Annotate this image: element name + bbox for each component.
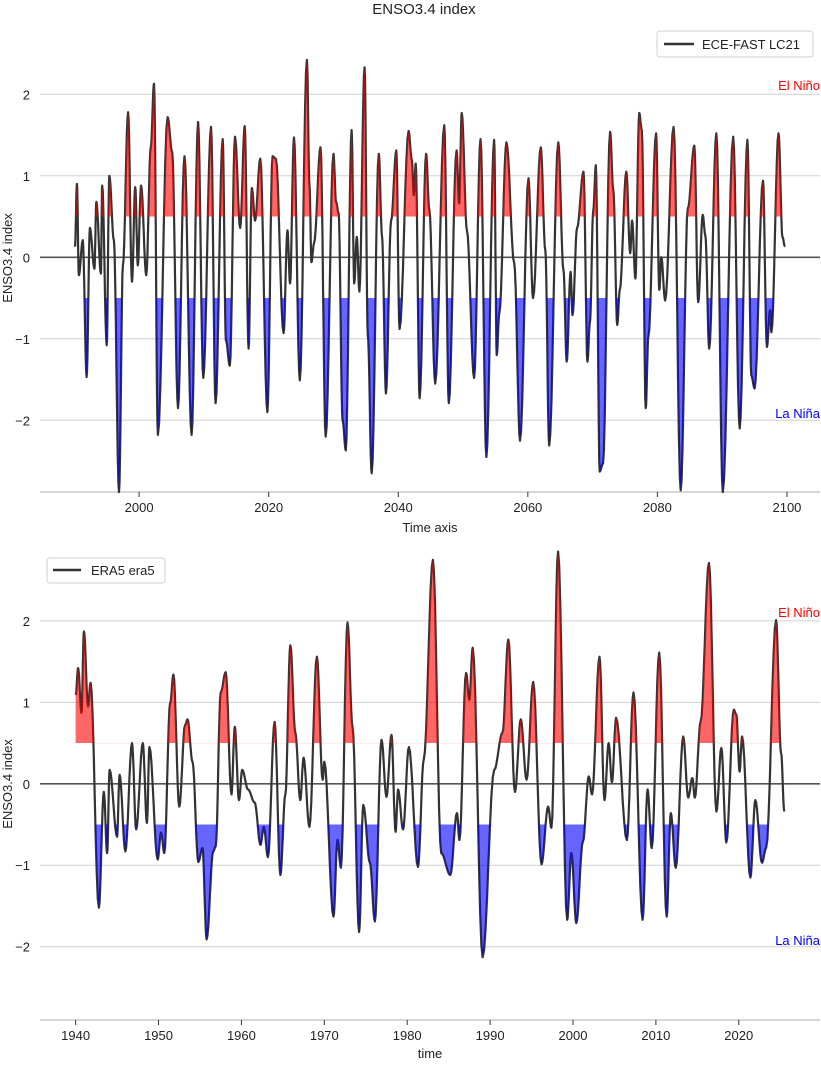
x-tick-label: 2020 bbox=[724, 1028, 753, 1043]
x-tick-label: 2010 bbox=[641, 1028, 670, 1043]
top-xlabel: Time axis bbox=[402, 520, 458, 535]
legend-label: ERA5 era5 bbox=[91, 563, 155, 578]
bottom-panel: −2 −1 0 1 2 1940 1950 1960 1970 1980 1990 2000 2010 2… bbox=[15, 550, 820, 1043]
y-tick-label: 2 bbox=[23, 87, 30, 102]
bottom-ylabel: ENSO3.4 index bbox=[0, 739, 15, 829]
x-tick-label: 2000 bbox=[559, 1028, 588, 1043]
top-ylabel: ENSO3.4 index bbox=[0, 213, 15, 303]
y-tick-label: −2 bbox=[15, 413, 30, 428]
x-tick-label: 1940 bbox=[61, 1028, 90, 1043]
bottom-la-nina-label: La Niña bbox=[775, 933, 821, 948]
x-tick-label: 2020 bbox=[254, 500, 283, 515]
x-tick-label: 1950 bbox=[144, 1028, 173, 1043]
y-tick-label: 1 bbox=[23, 169, 30, 184]
y-tick-label: 1 bbox=[23, 695, 30, 710]
x-tick-label: 1960 bbox=[227, 1028, 256, 1043]
el-nino-fill bbox=[75, 551, 785, 744]
bottom-xlabel: time bbox=[418, 1046, 443, 1060]
legend-label: ECE-FAST LC21 bbox=[702, 37, 800, 52]
x-tick-label: 2080 bbox=[643, 500, 672, 515]
x-tick-label: 2040 bbox=[384, 500, 413, 515]
bottom-el-nino-label: El Niño bbox=[778, 605, 820, 620]
x-tick-label: 2100 bbox=[772, 500, 801, 515]
y-tick-label: 0 bbox=[23, 777, 30, 792]
top-la-nina-label: La Niña bbox=[775, 406, 821, 421]
x-tick-label: 2000 bbox=[125, 500, 154, 515]
chart-title: ENSO3.4 index bbox=[372, 1, 476, 18]
la-nina-fill bbox=[75, 824, 785, 958]
x-tick-label: 1980 bbox=[393, 1028, 422, 1043]
x-tick-label: 1970 bbox=[310, 1028, 339, 1043]
y-tick-label: 0 bbox=[23, 250, 30, 265]
index-series-line bbox=[73, 58, 786, 494]
bottom-legend: ERA5 era5 bbox=[46, 557, 166, 584]
x-tick-label: 1990 bbox=[476, 1028, 505, 1043]
top-el-nino-label: El Niño bbox=[778, 78, 820, 93]
x-tick-label: 2060 bbox=[513, 500, 542, 515]
y-tick-label: −1 bbox=[15, 858, 30, 873]
top-legend: ECE-FAST LC21 bbox=[656, 30, 814, 58]
y-tick-label: −1 bbox=[15, 332, 30, 347]
y-tick-label: −2 bbox=[15, 940, 30, 955]
y-tick-label: 2 bbox=[23, 614, 30, 629]
top-panel: −2 −1 0 1 2 2000 2020 2040 2060 2080 2100 bbox=[15, 58, 820, 515]
el-nino-fill bbox=[75, 60, 785, 217]
